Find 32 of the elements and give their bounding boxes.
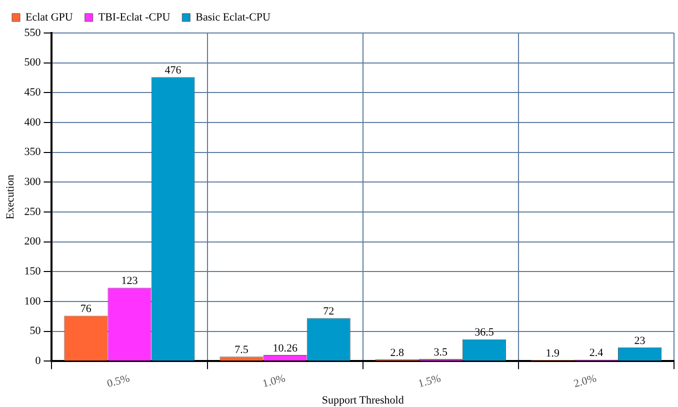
- y-tick-label: 400: [24, 116, 42, 128]
- y-tick-label: 350: [24, 146, 42, 158]
- legend-label: Eclat GPU: [26, 11, 73, 24]
- data-label: 7.5: [234, 344, 249, 356]
- legend-label: Basic Eclat-CPU: [196, 11, 271, 24]
- x-tick-label: 1.5%: [416, 372, 442, 390]
- x-tick-label: 1.0%: [261, 372, 287, 390]
- data-label: 3.5: [434, 346, 448, 358]
- y-axis-title: Execution: [4, 174, 16, 220]
- y-tick-label: 50: [30, 325, 42, 338]
- data-label: 123: [121, 275, 138, 288]
- x-tick-label: 2.0%: [572, 372, 598, 390]
- data-label: 10.26: [272, 342, 298, 354]
- data-label: 1.9: [546, 347, 560, 360]
- data-label: 2.8: [390, 346, 404, 359]
- y-tick-label: 300: [24, 176, 42, 188]
- legend-label: TBI-Eclat -CPU: [98, 11, 170, 24]
- x-axis-title: Support Threshold: [322, 394, 404, 406]
- data-label: 72: [323, 306, 334, 318]
- y-tick-label: 150: [24, 266, 42, 278]
- y-tick-label: 500: [24, 56, 42, 69]
- y-tick-label: 250: [24, 206, 42, 218]
- data-label: 2.4: [589, 347, 604, 360]
- y-tick-label: 100: [24, 295, 42, 308]
- data-label: 76: [80, 303, 92, 316]
- y-tick-label: 200: [24, 236, 42, 248]
- y-tick-label: 450: [24, 86, 42, 99]
- y-tick-label: 0: [35, 355, 42, 368]
- data-label: 23: [634, 334, 646, 347]
- y-tick-label: 550: [24, 26, 42, 39]
- x-tick-label: 0.5%: [106, 372, 132, 390]
- data-label: 476: [164, 64, 182, 77]
